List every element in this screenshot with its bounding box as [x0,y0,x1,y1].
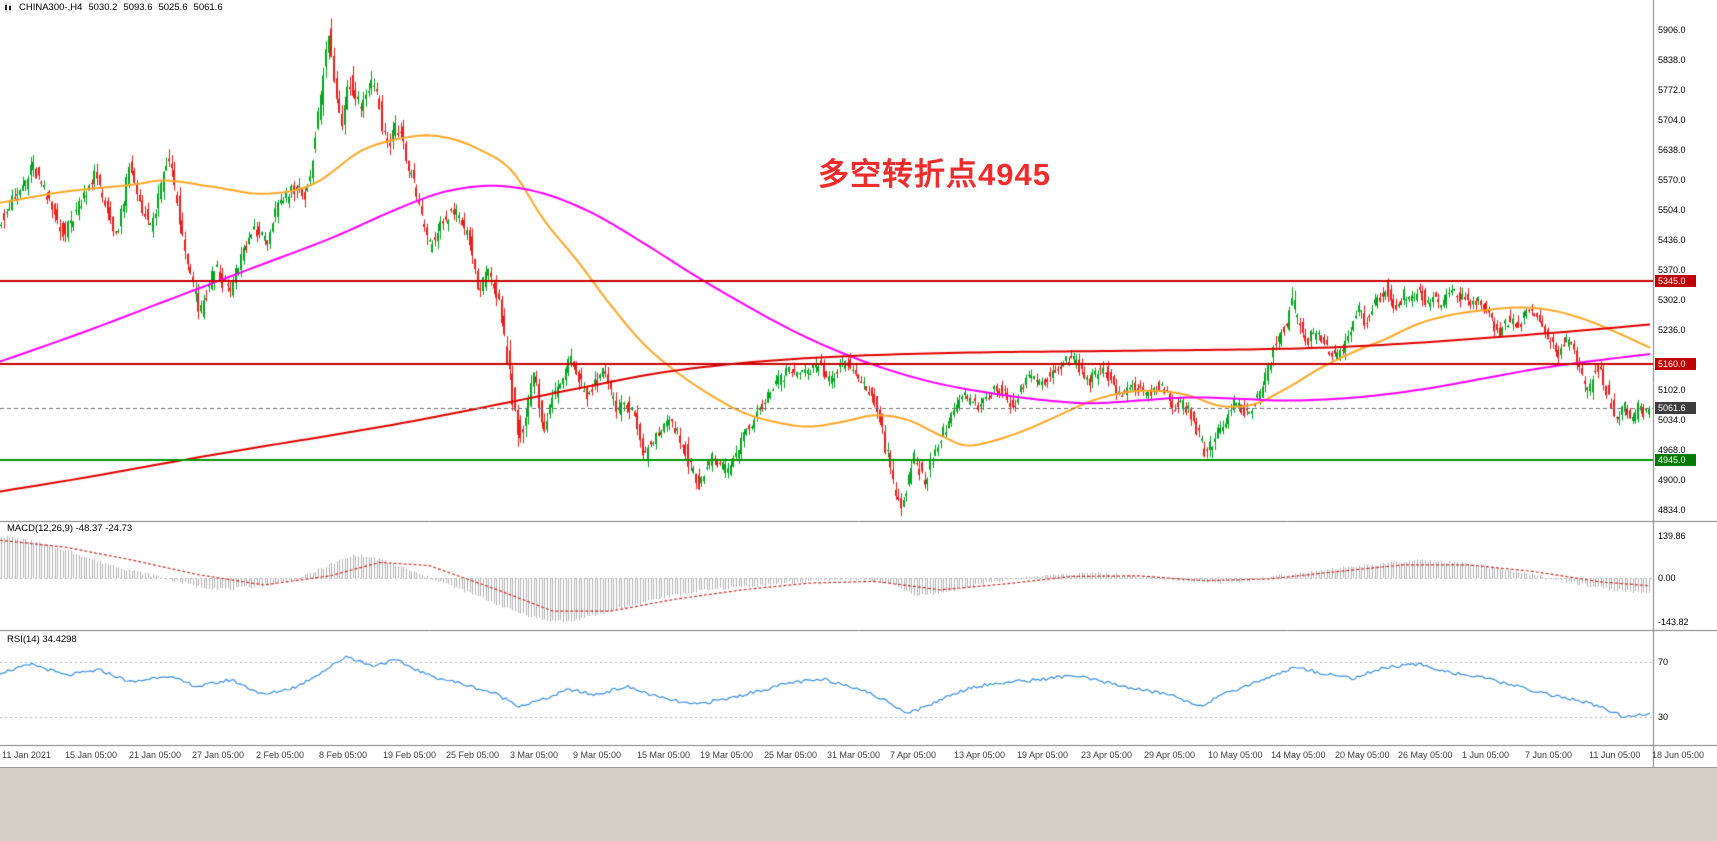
time-tick-label: 2 Feb 05:00 [256,750,305,760]
annotation-text: 多空转折点4945 [818,157,1051,192]
symbol-name: CHINA300-,H4 [19,2,83,13]
price-tick-label: 4834.0 [1658,504,1686,515]
price-tag-label: 5345.0 [1655,275,1696,288]
price-tick-label: 5236.0 [1658,324,1686,335]
macd-indicator-label: MACD(12,26,9) -48.37 -24.73 [7,523,133,534]
price-tick-label: 5034.0 [1658,415,1686,426]
price-tick-label: 5102.0 [1658,384,1686,395]
time-tick-label: 23 Apr 05:00 [1081,750,1133,760]
time-tick-label: 21 Jan 05:00 [129,750,182,760]
footer-strip [0,767,1717,841]
time-axis[interactable]: 11 Jan 2021 15 Jan 05:00 21 Jan 05:00 27 Ja… [0,746,1717,767]
ohlc-low: 5025.6 [158,2,188,13]
chart-icon [4,3,13,12]
price-tick-label: 5504.0 [1658,204,1686,215]
time-tick-label: 25 Mar 05:00 [764,750,818,760]
time-tick-label: 8 Feb 05:00 [319,750,368,760]
macd-axis-label: 139.86 [1658,530,1686,541]
time-tick-label: 19 Mar 05:00 [700,750,754,760]
price-tick-label: 5704.0 [1658,115,1686,126]
time-tick-label: 10 May 05:00 [1208,750,1263,760]
time-tick-label: 29 Apr 05:00 [1144,750,1196,760]
time-tick-label: 20 May 05:00 [1335,750,1390,760]
macd-axis-label: -143.82 [1658,617,1689,628]
time-tick-label: 1 Jun 05:00 [1462,750,1510,760]
price-tick-label: 5772.0 [1658,84,1686,95]
time-tick-label: 14 May 05:00 [1271,750,1326,760]
time-tick-label: 25 Feb 05:00 [446,750,500,760]
time-tick-label: 26 May 05:00 [1398,750,1453,760]
time-tick-label: 11 Jan 2021 [2,750,51,760]
time-tick-label: 13 Apr 05:00 [954,750,1006,760]
time-tick-label: 7 Apr 05:00 [890,750,937,760]
price-tick-label: 5436.0 [1658,235,1686,246]
ohlc-open: 5030.2 [88,2,118,13]
price-tick-label: 4968.0 [1658,444,1686,455]
ohlc-close: 5061.6 [193,2,223,13]
rsi-axis-label: 30 [1658,712,1669,723]
price-tick-label: 5570.0 [1658,175,1686,186]
price-tick-label: 4900.0 [1658,475,1686,486]
time-tick-label: 15 Mar 05:00 [637,750,691,760]
price-tag-label: 5061.6 [1655,401,1696,414]
price-tag-label: 4945.0 [1655,454,1696,467]
price-tick-label: 5838.0 [1658,55,1686,66]
time-tick-label: 7 Jun 05:00 [1525,750,1573,760]
time-tick-label: 15 Jan 05:00 [65,750,118,760]
macd-axis-label: 0.00 [1658,573,1676,584]
time-tick-label: 31 Mar 05:00 [827,750,881,760]
price-tag-label: 5160.0 [1655,357,1696,370]
time-tick-label: 9 Mar 05:00 [573,750,622,760]
time-tick-label: 18 Jun 05:00 [1652,750,1705,760]
time-tick-label: 11 Jun 05:00 [1589,750,1641,760]
price-tick-label: 5906.0 [1658,24,1686,35]
time-tick-label: 19 Feb 05:00 [383,750,437,760]
price-tick-label: 5638.0 [1658,144,1686,155]
time-tick-label: 27 Jan 05:00 [192,750,245,760]
rsi-axis-label: 70 [1658,656,1669,667]
price-axis[interactable]: 5906.0 5838.0 5772.0 5704.0 5638.0 5570.0 5504… [1655,0,1717,767]
symbol-info-bar: CHINA300-,H4 5030.2 5093.6 5025.6 5061.6 [4,2,223,13]
rsi-indicator-label: RSI(14) 34.4298 [7,634,77,645]
price-tick-label: 5370.0 [1658,264,1686,275]
price-tick-label: 5302.0 [1658,295,1686,306]
time-tick-label: 3 Mar 05:00 [510,750,559,760]
ohlc-high: 5093.6 [123,2,153,13]
time-tick-label: 19 Apr 05:00 [1017,750,1069,760]
